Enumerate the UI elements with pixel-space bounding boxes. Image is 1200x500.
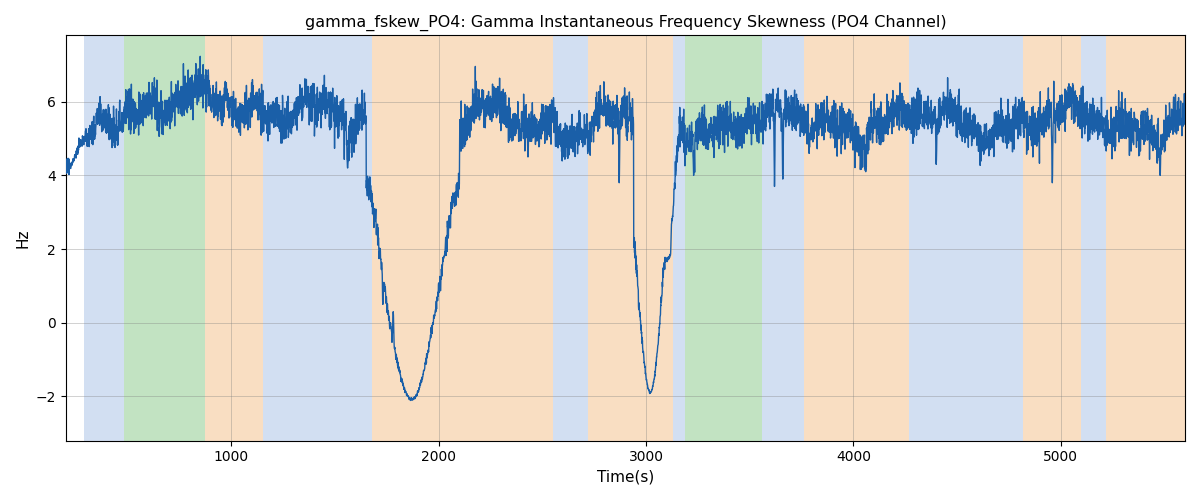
Bar (588, 36, 673, 440)
Bar (685, 36, 762, 440)
Title: gamma_fskew_PO4: Gamma Instantaneous Frequency Skewness (PO4 Channel): gamma_fskew_PO4: Gamma Instantaneous Fre… (305, 15, 946, 31)
Bar (762, 36, 804, 440)
Bar (263, 36, 372, 440)
Bar (372, 36, 553, 440)
Bar (1081, 36, 1106, 440)
Bar (673, 36, 685, 440)
Bar (804, 36, 910, 440)
Bar (1106, 36, 1184, 440)
Bar (1024, 36, 1081, 440)
Bar (553, 36, 588, 440)
Bar (204, 36, 263, 440)
Bar (124, 36, 204, 440)
X-axis label: Time(s): Time(s) (596, 470, 654, 485)
Bar (910, 36, 1024, 440)
Bar (84, 36, 124, 440)
Y-axis label: Hz: Hz (16, 228, 30, 248)
